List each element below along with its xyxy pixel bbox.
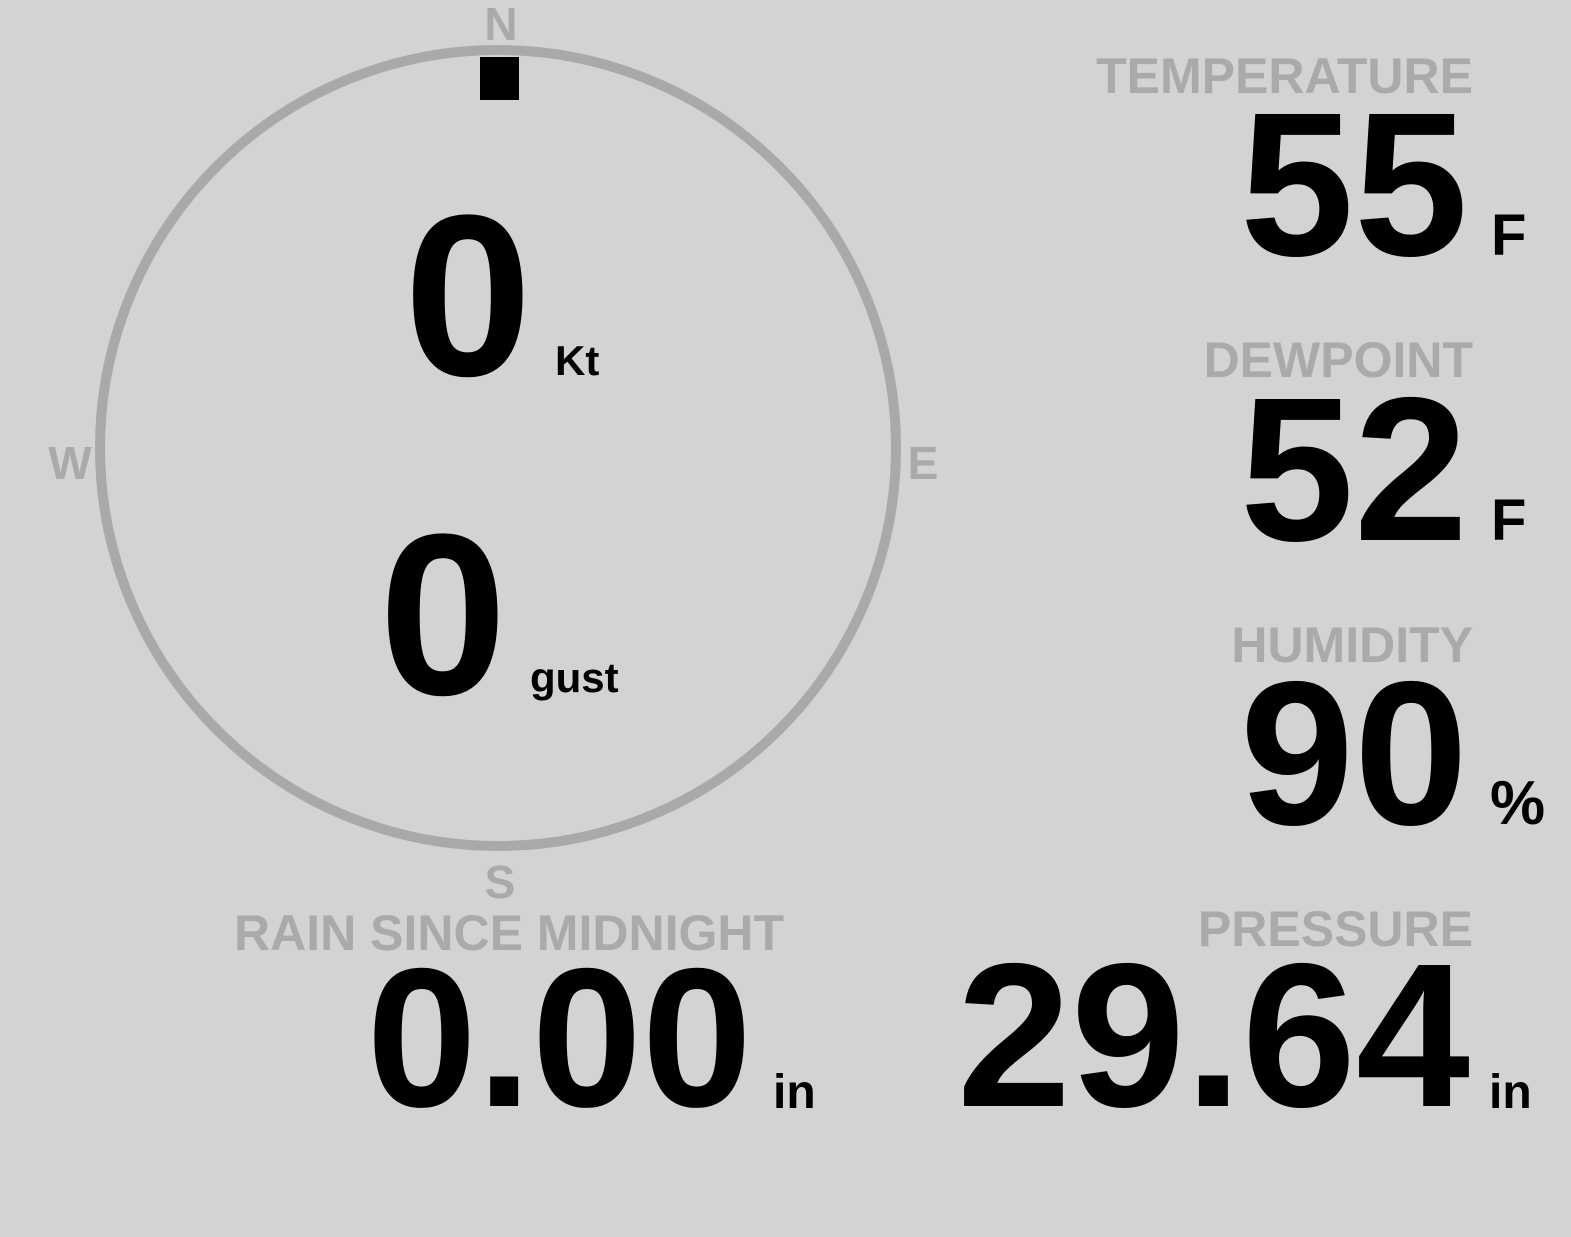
humidity-value: 90 <box>1240 639 1468 868</box>
wind-speed-unit: Kt <box>555 337 599 384</box>
humidity-panel: HUMIDITY 90 % <box>1231 617 1545 868</box>
dewpoint-panel: DEWPOINT 52 F <box>1204 332 1527 584</box>
pressure-unit: in <box>1489 1066 1532 1119</box>
wind-gust-unit: gust <box>530 654 619 701</box>
temperature-label: TEMPERATURE <box>1096 48 1473 104</box>
wind-gust-value: 0 <box>379 486 507 743</box>
compass-north-label: N <box>484 0 517 50</box>
temperature-panel: TEMPERATURE 55 F <box>1096 48 1526 299</box>
rain-panel: RAIN SINCE MIDNIGHT 0.00 in <box>234 905 816 1148</box>
humidity-unit: % <box>1490 769 1545 838</box>
pressure-value: 29.64 <box>957 921 1470 1150</box>
compass-west-label: W <box>48 437 92 489</box>
pressure-panel: PRESSURE 29.64 in <box>957 901 1532 1150</box>
compass-south-label: S <box>485 856 516 908</box>
dewpoint-label: DEWPOINT <box>1204 332 1473 388</box>
temperature-value: 55 <box>1240 70 1468 299</box>
wind-direction-indicator <box>480 57 519 100</box>
humidity-label: HUMIDITY <box>1231 617 1473 673</box>
wind-compass: N S E W 0 Kt 0 gust <box>48 0 938 908</box>
wind-speed-value: 0 <box>404 167 532 424</box>
dewpoint-unit: F <box>1491 488 1526 553</box>
dewpoint-value: 52 <box>1240 355 1468 584</box>
compass-east-label: E <box>908 437 939 489</box>
rain-label: RAIN SINCE MIDNIGHT <box>234 905 784 961</box>
compass-ring <box>95 45 901 851</box>
temperature-unit: F <box>1491 203 1526 268</box>
pressure-label: PRESSURE <box>1198 901 1473 957</box>
rain-value: 0.00 <box>367 927 752 1148</box>
rain-unit: in <box>773 1066 816 1119</box>
